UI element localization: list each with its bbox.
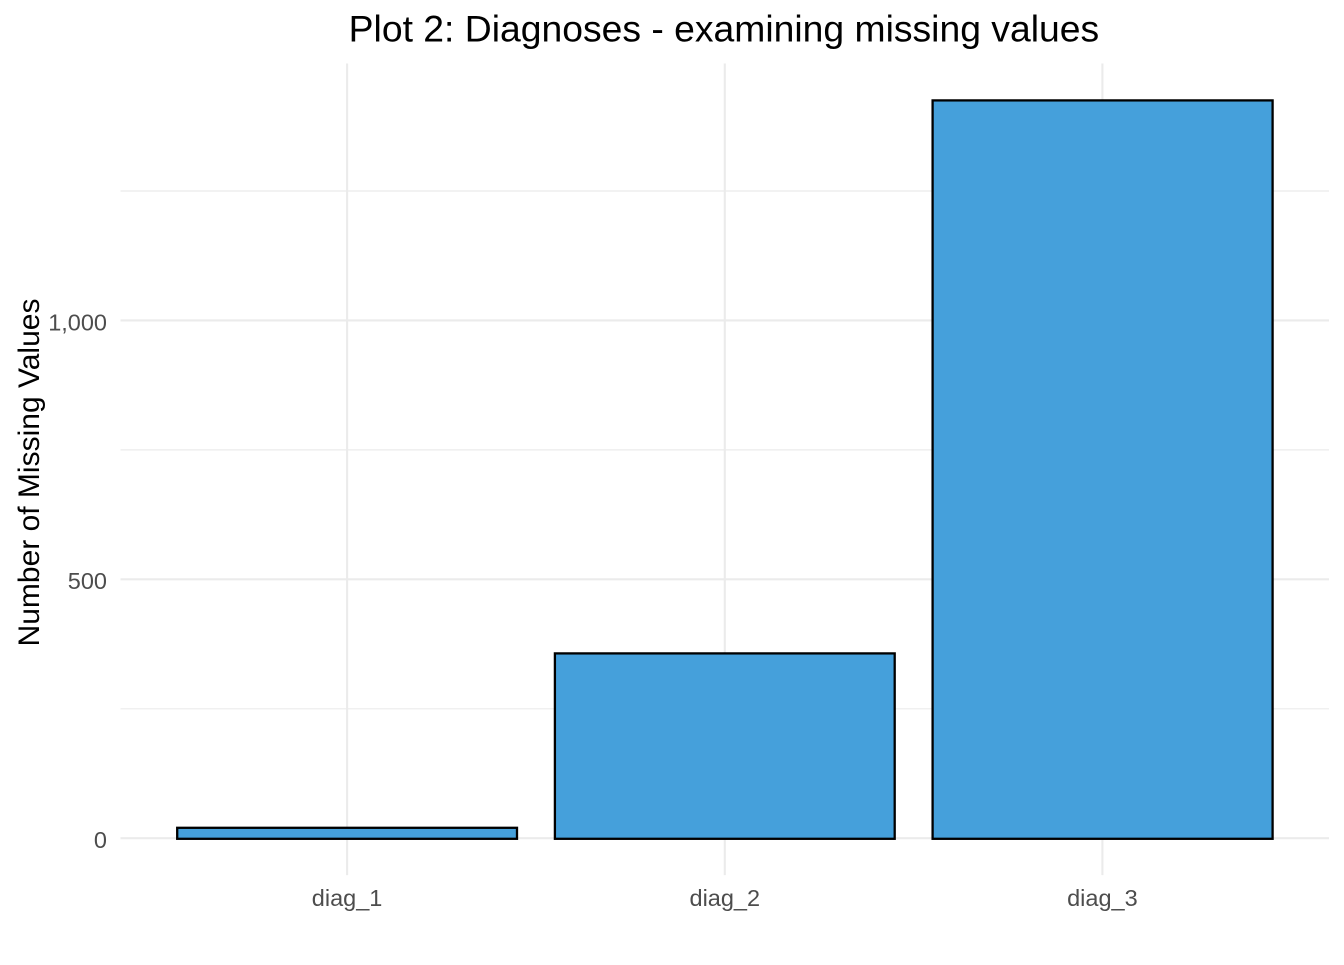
svg-text:diag_1: diag_1 xyxy=(312,885,383,911)
svg-text:1,000: 1,000 xyxy=(48,309,107,335)
svg-text:diag_3: diag_3 xyxy=(1067,885,1138,911)
svg-text:diag_2: diag_2 xyxy=(690,885,761,911)
svg-text:0: 0 xyxy=(94,827,107,853)
svg-text:Number of Missing Values: Number of Missing Values xyxy=(13,299,46,647)
svg-text:500: 500 xyxy=(68,568,107,594)
svg-text:Plot 2: Diagnoses - examining: Plot 2: Diagnoses - examining missing va… xyxy=(349,8,1099,50)
